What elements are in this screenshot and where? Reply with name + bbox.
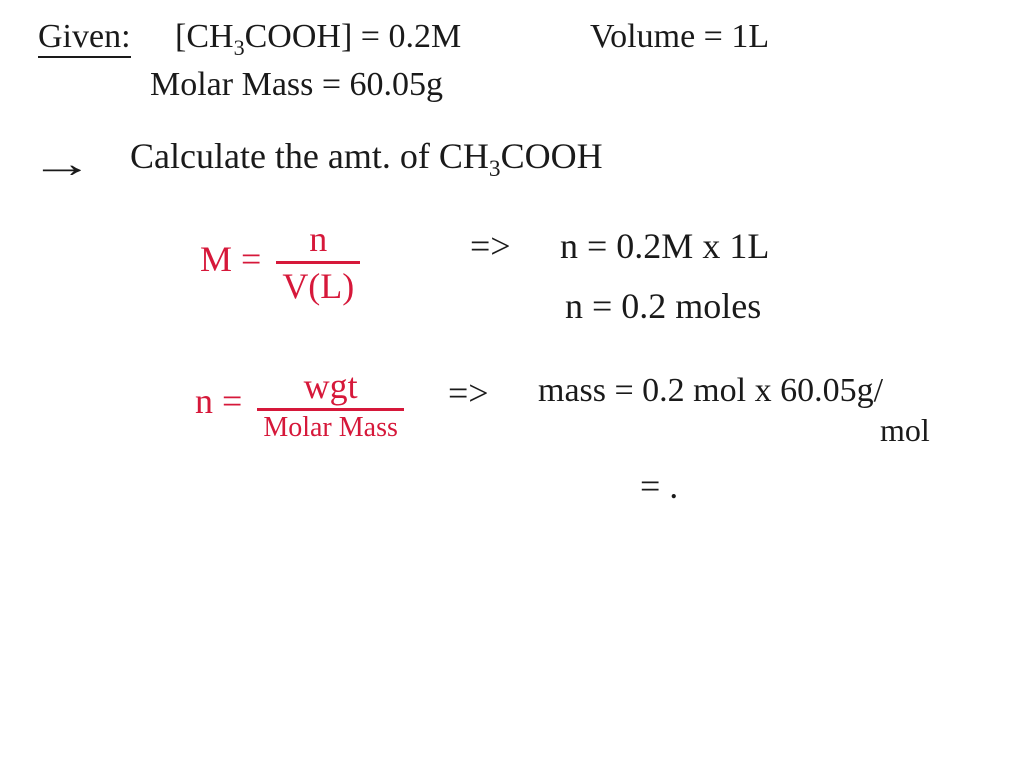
given-label: Given: bbox=[38, 18, 131, 55]
task-tail: COOH bbox=[501, 136, 603, 176]
formula1-den: V(L) bbox=[276, 264, 360, 307]
formula2-num: wgt bbox=[257, 365, 404, 411]
formula1-num: n bbox=[276, 218, 360, 264]
formula2-lhs: n = bbox=[195, 381, 242, 421]
volume-value: Volume = 1L bbox=[590, 18, 769, 56]
formula-moles: n = wgt Molar Mass bbox=[195, 365, 404, 444]
formula1-lhs: M = bbox=[200, 239, 261, 279]
conc-sub: 3 bbox=[234, 35, 245, 60]
step2-unit: mol bbox=[880, 412, 930, 449]
task-sub: 3 bbox=[489, 156, 501, 182]
implies-2: => bbox=[448, 372, 489, 414]
step2-calc: mass = 0.2 mol x 60.05g/ bbox=[538, 372, 883, 410]
conc-tail: COOH] = 0.2M bbox=[245, 18, 462, 55]
step2-equals: = . bbox=[640, 465, 678, 507]
task-text: Calculate the amt. of CH3COOH bbox=[130, 135, 603, 183]
formula-molarity: M = n V(L) bbox=[200, 218, 360, 307]
step1-result: n = 0.2 moles bbox=[565, 285, 761, 327]
conc-pre: [CH bbox=[175, 18, 234, 55]
implies-1: => bbox=[470, 225, 511, 267]
step1-calc: n = 0.2M x 1L bbox=[560, 225, 769, 267]
molar-mass-value: Molar Mass = 60.05g bbox=[150, 66, 443, 104]
concentration-value: [CH3COOH] = 0.2M bbox=[175, 18, 461, 61]
given-label-text: Given: bbox=[38, 19, 131, 58]
task-pre: Calculate the amt. of CH bbox=[130, 136, 489, 176]
arrow-icon: → bbox=[30, 142, 91, 187]
formula2-den: Molar Mass bbox=[257, 411, 404, 444]
